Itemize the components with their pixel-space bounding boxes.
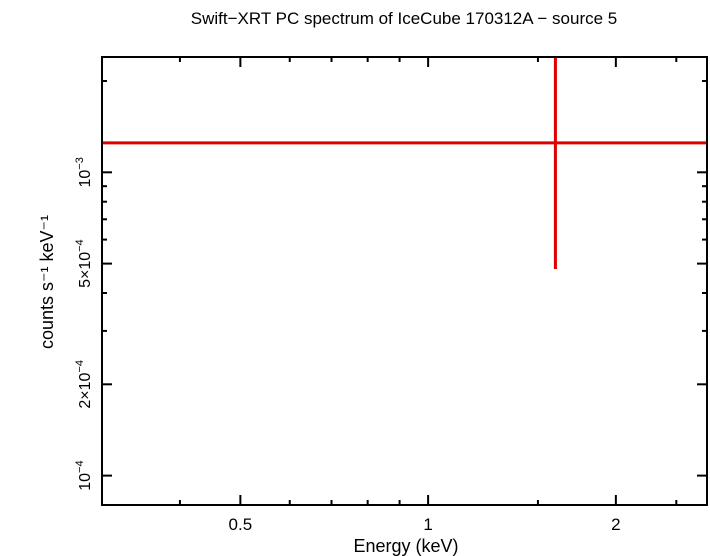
x-tick-label: 1 (423, 515, 432, 534)
y-tick-label-text: 2×10−4 (74, 360, 94, 409)
axis-ticks: 0.5 1 210−42×10−45×10−410−3 (74, 57, 707, 534)
y-tick-label: 2×10−4 (74, 360, 94, 409)
y-tick-mantissa: 5×10 (77, 252, 94, 288)
y-tick-label: 10−3 (74, 157, 94, 187)
y-tick-label: 10−4 (74, 460, 94, 490)
y-tick-mantissa: 2×10 (77, 372, 94, 408)
y-tick-mantissa: 10 (77, 170, 94, 188)
y-tick-mantissa: 10 (77, 473, 94, 491)
data-marks (102, 57, 707, 269)
y-tick-exponent: −4 (74, 360, 86, 373)
x-tick-label: 2 (611, 515, 620, 534)
y-tick-exponent: −3 (74, 157, 86, 170)
y-tick-label-text: 10−4 (74, 460, 94, 490)
y-axis-label: counts s⁻¹ keV⁻¹ (37, 215, 57, 349)
y-tick-label-text: 10−3 (74, 157, 94, 187)
y-tick-exponent: −4 (74, 239, 86, 252)
y-tick-exponent: −4 (74, 460, 86, 473)
y-tick-label: 5×10−4 (74, 239, 94, 288)
x-tick-label: 0.5 (229, 515, 253, 534)
y-tick-label-text: 5×10−4 (74, 239, 94, 288)
chart-title: Swift−XRT PC spectrum of IceCube 170312A… (191, 9, 618, 28)
x-axis-label: Energy (keV) (353, 536, 458, 556)
plot-frame (101, 56, 708, 506)
